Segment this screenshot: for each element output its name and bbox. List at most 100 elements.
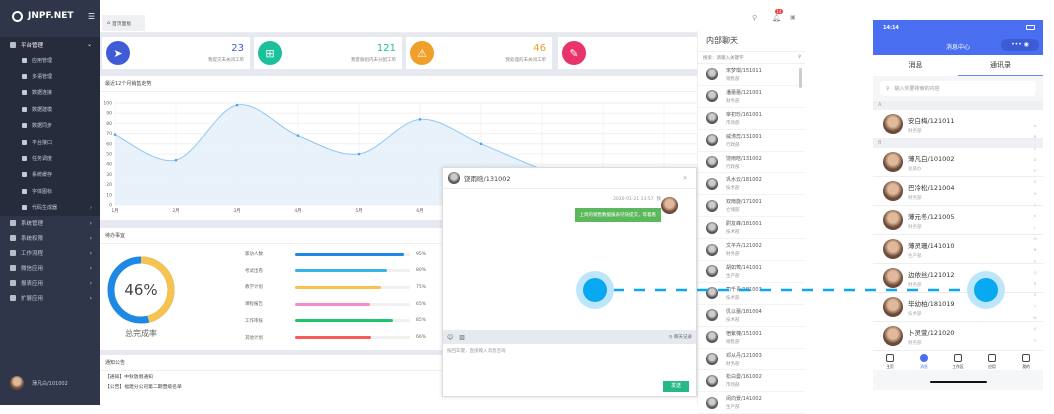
chat-contact[interactable]: 宿紫槐/151001 销售部 bbox=[698, 327, 805, 349]
bottom-tab[interactable]: 消息 bbox=[907, 354, 941, 370]
tab-icon bbox=[954, 354, 962, 362]
send-button[interactable]: 发送 bbox=[663, 381, 689, 392]
menu-toggle-icon[interactable]: ☰ bbox=[87, 11, 95, 21]
chat-contact[interactable]: 潘蕾蕾/121001 财务部 bbox=[698, 86, 805, 108]
alphabet-index[interactable]: ABCDFGHJKLMNPQRSTWXYZ bbox=[1031, 123, 1039, 360]
bottom-tab[interactable]: 我的 bbox=[1009, 354, 1043, 370]
chat-contact[interactable]: 文平卉/121002 财务部 bbox=[698, 239, 805, 262]
alphabet-letter[interactable]: J bbox=[1034, 202, 1036, 208]
sidebar-subitem[interactable]: 数据建模 bbox=[0, 101, 100, 118]
phone-contact[interactable]: 巴冷松/121004 财务部 bbox=[873, 177, 1043, 206]
alphabet-letter[interactable]: X bbox=[1033, 326, 1037, 332]
alphabet-letter[interactable]: G bbox=[1033, 179, 1037, 185]
stat-card[interactable]: ➤ 23 我提交未关闭工单 bbox=[102, 37, 250, 69]
sidebar-subitem[interactable]: 系统缓存 bbox=[0, 166, 100, 184]
bell-icon[interactable]: 🔔︎ bbox=[772, 14, 781, 22]
sidebar-label: 字体图标 bbox=[32, 188, 53, 195]
data-point bbox=[296, 134, 300, 137]
chat-contact[interactable]: 仉以蕾/181004 技术部 bbox=[698, 305, 805, 327]
chat-history-button[interactable]: ◷ 聊天记录 bbox=[668, 335, 692, 340]
tab-messages[interactable]: 消息 bbox=[908, 61, 923, 69]
alphabet-letter[interactable]: H bbox=[1033, 190, 1037, 196]
sidebar-subitem[interactable]: 应用管理 bbox=[0, 52, 100, 69]
alphabet-letter[interactable]: F bbox=[1033, 168, 1037, 174]
chat-contact[interactable]: 松白曼/161002 市场部 bbox=[698, 370, 805, 393]
alphabet-letter[interactable]: L bbox=[1033, 224, 1037, 230]
y-tick-label: 70 bbox=[106, 131, 112, 137]
message-icon[interactable]: ▣ bbox=[790, 14, 796, 21]
sidebar-item[interactable]: 系统权限 › bbox=[0, 231, 100, 246]
stat-card[interactable]: ⚠ 46 我处理的未关闭工单 bbox=[406, 37, 552, 69]
data-point bbox=[479, 142, 483, 146]
close-icon[interactable]: ✕ bbox=[682, 174, 688, 182]
logo: JNPF.NET ☰ bbox=[0, 0, 100, 32]
alphabet-letter[interactable]: P bbox=[1033, 258, 1037, 264]
alphabet-letter[interactable]: A bbox=[1033, 123, 1037, 128]
bottom-tab[interactable]: 主页 bbox=[873, 354, 907, 370]
sidebar-item[interactable]: 系统管理 › bbox=[0, 216, 100, 231]
phone-contact[interactable]: 薄凡白/101002 总裁办 bbox=[873, 148, 1043, 177]
sidebar-subitem[interactable]: 代码生成器 › bbox=[0, 199, 100, 216]
sidebar-subitem[interactable]: 平台接口 bbox=[0, 133, 100, 151]
sidebar-subitem[interactable]: 数据连接 bbox=[0, 84, 100, 102]
phone-search[interactable]: ⚲ 输入你要搜索的内容 bbox=[880, 81, 1036, 96]
chat-contact[interactable]: 宋梦琪/151011 销售部 bbox=[698, 64, 805, 86]
alphabet-letter[interactable]: C bbox=[1033, 145, 1037, 151]
sidebar-subitem[interactable]: 多语管理 bbox=[0, 68, 100, 85]
sidebar-item[interactable]: 扩展应用 › bbox=[0, 291, 100, 306]
sidebar-item[interactable]: 微信应用 › bbox=[0, 261, 100, 276]
sidebar-label: 任务调度 bbox=[32, 156, 53, 163]
contact-dept: 财务部 bbox=[908, 282, 922, 288]
search-icon[interactable]: ⚲ bbox=[752, 14, 758, 22]
contact-dept: 技术部 bbox=[726, 295, 740, 301]
bottom-tab[interactable]: 工作区 bbox=[941, 354, 975, 370]
message-input[interactable]: 按回车键，直接输入消息咨询 bbox=[447, 349, 506, 354]
alphabet-letter[interactable]: W bbox=[1033, 315, 1037, 321]
y-tick-label: 100 bbox=[103, 101, 112, 107]
alphabet-letter[interactable]: M bbox=[1033, 235, 1037, 241]
phone-contact[interactable]: 安白梅/121011 财务部 bbox=[873, 110, 1043, 139]
sidebar-item[interactable]: 报表应用 › bbox=[0, 276, 100, 291]
alphabet-letter[interactable]: S bbox=[1033, 292, 1037, 298]
phone-contact[interactable]: 薄灵珊/141010 生产部 bbox=[873, 235, 1043, 264]
chat-search[interactable]: 搜索： 请输入关键字 ⚲ bbox=[698, 52, 805, 64]
chat-contact[interactable]: 尉友峰/181001 技术部 bbox=[698, 217, 805, 240]
more-capsule-button[interactable]: ••• ◉ bbox=[1001, 39, 1039, 51]
chat-contact[interactable]: 威涛蕊/131001 行政部 bbox=[698, 130, 805, 152]
chat-contact[interactable]: 双雨旋/171001 仓储部 bbox=[698, 195, 805, 218]
alphabet-letter[interactable]: Y bbox=[1033, 337, 1037, 343]
sidebar-item-platform[interactable]: 平台管理 ⌄ bbox=[0, 37, 100, 52]
alphabet-letter[interactable]: R bbox=[1033, 281, 1037, 287]
alphabet-letter[interactable]: T bbox=[1033, 303, 1037, 309]
emoji-icon[interactable]: ☺ bbox=[447, 333, 454, 341]
phone-contact[interactable]: 薄元冬/121005 财务部 bbox=[873, 206, 1043, 235]
tab-label: 主页 bbox=[886, 364, 894, 369]
chat-contact[interactable]: 饶雨晗/131002 行政部 bbox=[698, 152, 805, 174]
chat-contact[interactable]: 巩水云/181002 技术部 bbox=[698, 173, 805, 196]
bottom-tab[interactable]: 应用 bbox=[975, 354, 1009, 370]
alphabet-letter[interactable]: D bbox=[1033, 156, 1037, 162]
stat-card[interactable]: ⊞ 121 我客服组内未分配工单 bbox=[254, 37, 402, 69]
sidebar-label: 微信应用 bbox=[21, 266, 44, 273]
tab-home[interactable]: ⌂ 首页面板 bbox=[102, 15, 145, 31]
sidebar-subitem[interactable]: 数据同步 bbox=[0, 117, 100, 134]
contact-name: 威涛蕊/131001 bbox=[726, 133, 762, 140]
alphabet-letter[interactable]: B bbox=[1033, 134, 1037, 140]
stat-card[interactable]: ✎ bbox=[558, 37, 697, 69]
alphabet-letter[interactable]: K bbox=[1033, 213, 1037, 219]
phone-contact[interactable]: 毕幼柏/181019 技术部 bbox=[873, 293, 1043, 322]
sidebar-subitem[interactable]: 任务调度 bbox=[0, 150, 100, 167]
sidebar-subitem[interactable]: 字体图标 bbox=[0, 183, 100, 200]
alphabet-letter[interactable]: Q bbox=[1033, 269, 1037, 275]
alphabet-letter[interactable]: N bbox=[1033, 247, 1037, 253]
chat-contact[interactable]: 宰初珍/161001 市场部 bbox=[698, 108, 805, 130]
chat-contact[interactable]: 胡如莺/141001 生产部 bbox=[698, 261, 805, 283]
phone-contact[interactable]: 边依丝/121012 财务部 bbox=[873, 264, 1043, 293]
scrollbar[interactable] bbox=[799, 68, 802, 88]
image-icon[interactable]: ▨ bbox=[459, 333, 465, 341]
search-placeholder: 请输入关键字 bbox=[716, 55, 744, 61]
user-profile[interactable]: 薄凡白/101002 bbox=[10, 376, 68, 390]
chat-contact[interactable]: 邓从丹/121003 财务部 bbox=[698, 349, 805, 371]
tab-contacts[interactable]: 通讯录 bbox=[958, 55, 1043, 76]
sidebar-item[interactable]: 工作流程 › bbox=[0, 246, 100, 261]
